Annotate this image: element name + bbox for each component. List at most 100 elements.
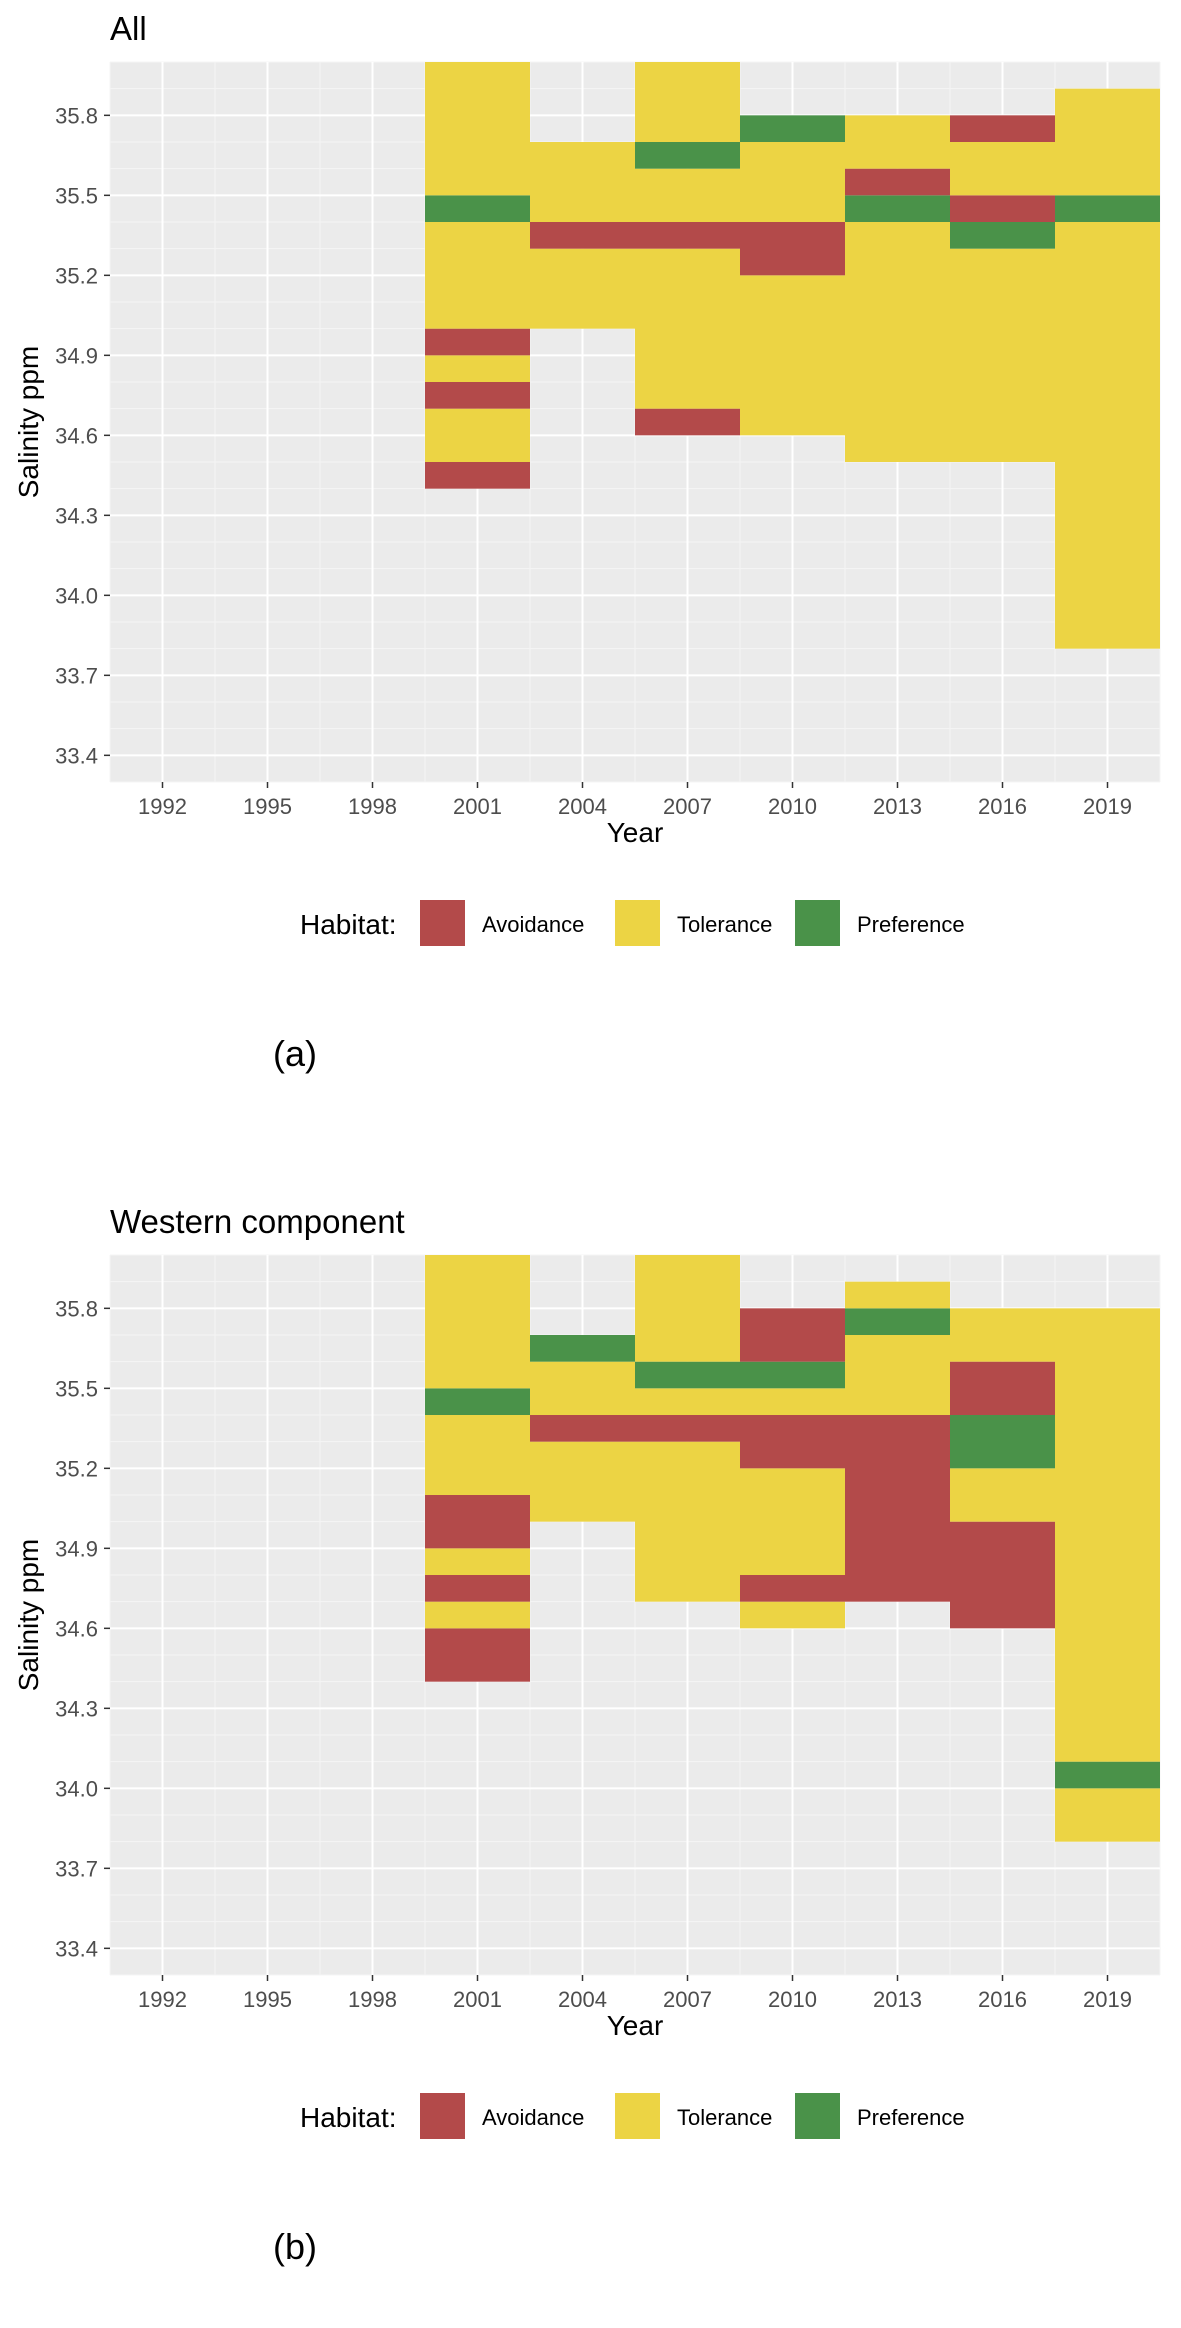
chart-title: Western component: [110, 1203, 405, 1240]
legend-title: Habitat:: [300, 909, 397, 940]
heatmap-cell-avoidance: [950, 195, 1055, 222]
legend-label-tolerance: Tolerance: [677, 2105, 772, 2130]
legend-swatch-tolerance: [615, 2093, 660, 2139]
y-tick-label: 34.3: [55, 503, 98, 528]
heatmap-cell-preference: [740, 1361, 845, 1389]
legend: Habitat: Avoidance Tolerance Preference: [300, 2093, 965, 2139]
heatmap-cell-avoidance: [740, 1415, 845, 1469]
x-axis-label: Year: [607, 2010, 664, 2041]
x-tick-label: 2010: [768, 1987, 817, 2012]
heatmap-cell-avoidance: [635, 1415, 740, 1442]
heatmap-cell-tolerance: [635, 1255, 740, 1362]
chart-title: All: [110, 10, 147, 47]
x-tick-label: 2013: [873, 1987, 922, 2012]
heatmap-cell-tolerance: [950, 1308, 1055, 1362]
legend-swatch-tolerance: [615, 900, 660, 946]
y-axis-label: Salinity ppm: [13, 1539, 44, 1692]
heatmap-cell-preference: [845, 195, 950, 222]
heatmap-cell-tolerance: [1055, 222, 1160, 649]
y-tick-label: 35.5: [55, 1376, 98, 1401]
y-tick-label: 34.6: [55, 423, 98, 448]
heatmap-cell-tolerance: [740, 142, 845, 222]
heatmap-cell-tolerance: [845, 1335, 950, 1415]
heatmap-cell-avoidance: [950, 115, 1055, 142]
heatmap-cell-avoidance: [425, 462, 530, 489]
x-tick-label: 1992: [138, 1987, 187, 2012]
heatmap-cell-tolerance: [1055, 1308, 1160, 1762]
legend-swatch-preference: [795, 900, 840, 946]
heatmap-cell-tolerance: [425, 355, 530, 382]
heatmap-cell-tolerance: [425, 222, 530, 329]
heatmap-cell-avoidance: [425, 382, 530, 409]
y-tick-label: 34.0: [55, 1776, 98, 1801]
heatmap-cell-preference: [950, 1415, 1055, 1469]
x-tick-label: 2007: [663, 1987, 712, 2012]
heatmap-cells: [425, 1255, 1160, 1842]
x-tick-label: 2019: [1083, 794, 1132, 819]
heatmap-cell-tolerance: [635, 62, 740, 142]
x-tick-label: 1998: [348, 794, 397, 819]
heatmap-cell-tolerance: [425, 1255, 530, 1389]
y-tick-label: 35.2: [55, 1456, 98, 1481]
heatmap-cell-tolerance: [425, 1415, 530, 1495]
heatmap-cell-preference: [425, 195, 530, 222]
heatmap-cell-preference: [425, 1388, 530, 1415]
chart-svg-all: All 33.4 33.7 34.0 34.3 34.6 34.9 35.2 35.5 35.8 1…: [13, 10, 1161, 1074]
heatmap-cell-avoidance: [425, 1628, 530, 1682]
heatmap-cell-tolerance: [845, 1281, 950, 1309]
heatmap-cell-avoidance: [740, 1575, 845, 1602]
heatmap-cell-avoidance: [845, 168, 950, 196]
x-tick-label: 1995: [243, 794, 292, 819]
heatmap-cell-tolerance: [425, 1601, 530, 1629]
legend: Habitat: Avoidance Tolerance Preference: [300, 900, 965, 946]
y-tick-label: 35.8: [55, 103, 98, 128]
heatmap-cell-avoidance: [740, 1308, 845, 1362]
heatmap-cell-tolerance: [845, 115, 950, 169]
y-tick-label: 35.8: [55, 1296, 98, 1321]
chart-svg-western: Western component 33.4 33.7 34.0 34.3 34.6 34.…: [13, 1203, 1161, 2267]
y-tick-label: 33.7: [55, 1856, 98, 1881]
heatmap-cell-tolerance: [635, 248, 740, 409]
heatmap-cell-tolerance: [530, 248, 635, 329]
heatmap-cell-tolerance: [425, 62, 530, 196]
heatmap-cell-preference: [635, 142, 740, 169]
heatmap-cell-tolerance: [425, 1548, 530, 1575]
heatmap-cell-preference: [1055, 195, 1160, 222]
panel-sublabel: (b): [273, 2226, 317, 2267]
heatmap-cell-avoidance: [950, 1521, 1055, 1629]
y-tick-label: 34.6: [55, 1616, 98, 1641]
y-tick-label: 33.7: [55, 663, 98, 688]
chart-panel-western: Western component 33.4 33.7 34.0 34.3 34.6 34.…: [0, 1193, 1181, 2328]
heatmap-cell-tolerance: [950, 1468, 1055, 1522]
x-tick-label: 2010: [768, 794, 817, 819]
heatmap-cell-tolerance: [635, 1388, 740, 1415]
heatmap-cell-tolerance: [950, 248, 1055, 462]
x-tick-label: 2016: [978, 794, 1027, 819]
x-tick-label: 2007: [663, 794, 712, 819]
heatmap-cell-tolerance: [740, 1468, 845, 1575]
heatmap-cell-avoidance: [530, 222, 635, 249]
heatmap-cell-avoidance: [635, 408, 740, 436]
y-tick-label: 33.4: [55, 1936, 98, 1961]
legend-label-preference: Preference: [857, 912, 965, 937]
heatmap-cell-preference: [530, 1335, 635, 1362]
x-tick-label: 1998: [348, 1987, 397, 2012]
legend-title: Habitat:: [300, 2102, 397, 2133]
heatmap-cells: [425, 62, 1160, 649]
heatmap-cell-tolerance: [530, 142, 635, 222]
x-tick-label: 1995: [243, 1987, 292, 2012]
panel-sublabel: (a): [273, 1033, 317, 1074]
x-tick-label: 1992: [138, 794, 187, 819]
heatmap-cell-preference: [845, 1308, 950, 1335]
x-tick-label: 2004: [558, 794, 607, 819]
y-tick-label: 34.9: [55, 1536, 98, 1561]
heatmap-cell-avoidance: [845, 1415, 950, 1602]
x-tick-label: 2001: [453, 1987, 502, 2012]
heatmap-cell-tolerance: [740, 1388, 845, 1415]
heatmap-cell-tolerance: [530, 1441, 635, 1522]
y-tick-label: 35.2: [55, 263, 98, 288]
x-tick-label: 2016: [978, 1987, 1027, 2012]
heatmap-cell-avoidance: [635, 222, 740, 249]
y-tick-label: 34.9: [55, 343, 98, 368]
heatmap-cell-preference: [1055, 1761, 1160, 1789]
